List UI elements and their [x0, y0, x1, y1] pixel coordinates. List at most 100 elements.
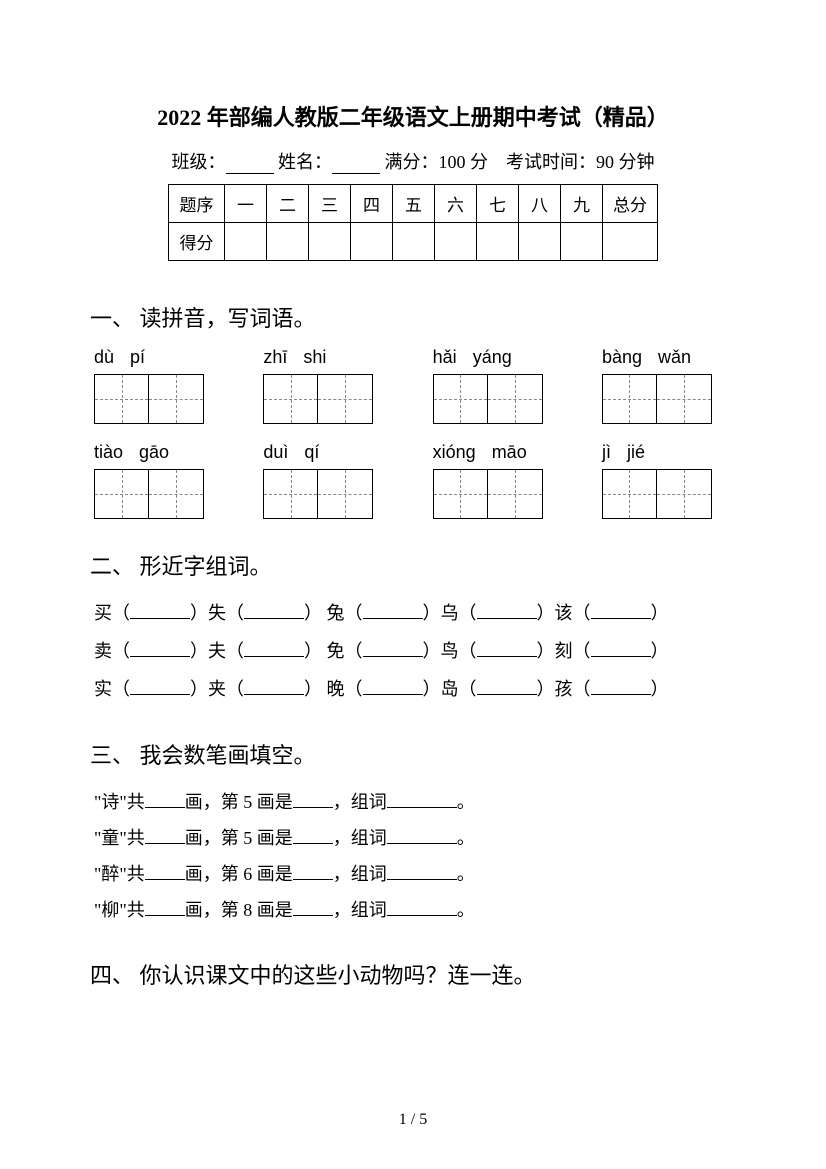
blank	[387, 792, 457, 808]
section-2-title: 二、 形近字组词。	[90, 549, 736, 581]
cell: 总分	[603, 185, 658, 223]
pinyin-group: zhīshi	[263, 347, 393, 368]
blank	[477, 603, 537, 619]
char-box	[433, 469, 488, 519]
char-box	[94, 469, 149, 519]
char: 孩	[555, 679, 573, 699]
table-row: 题序 一 二 三 四 五 六 七 八 九 总分	[169, 185, 658, 223]
cell	[477, 223, 519, 261]
section-3-title: 三、 我会数笔画填空。	[90, 738, 736, 770]
cell: 六	[435, 185, 477, 223]
cell	[393, 223, 435, 261]
pinyin-syl: xióng	[433, 442, 476, 463]
char: 夫	[208, 641, 226, 661]
word-line-3: 实（）夹（） 晚（）岛（）孩（）	[94, 671, 736, 709]
blank	[244, 603, 304, 619]
word-line-2: 卖（）夫（） 免（）鸟（）刻（）	[94, 633, 736, 671]
cell: 二	[267, 185, 309, 223]
blank	[363, 603, 423, 619]
pinyin-row-1: dùpí zhīshi hǎiyáng bàngwǎn	[90, 347, 736, 368]
pinyin-group: dùpí	[94, 347, 224, 368]
txt: ，组词	[333, 900, 387, 920]
pinyin-syl: jì	[602, 442, 611, 463]
cell	[309, 223, 351, 261]
score-label: 满分：	[385, 152, 439, 172]
cell: 四	[351, 185, 393, 223]
char-box	[318, 374, 373, 424]
pinyin-group: bàngwǎn	[602, 347, 732, 368]
stroke-line-2: "童"共画，第 5 画是，组词。	[94, 820, 736, 856]
blank	[145, 828, 185, 844]
txt: 画，第	[185, 828, 244, 848]
blank	[244, 641, 304, 657]
blank	[293, 900, 333, 916]
blank	[363, 641, 423, 657]
txt: 。	[457, 900, 475, 920]
time-label: 考试时间：	[506, 152, 596, 172]
pinyin-syl: jié	[627, 442, 645, 463]
pinyin-syl: tiào	[94, 442, 123, 463]
cell	[225, 223, 267, 261]
char: 醉	[101, 864, 119, 884]
cell: 五	[393, 185, 435, 223]
pinyin-syl: qí	[304, 442, 319, 463]
stroke-num: 5	[243, 828, 252, 848]
char: 岛	[441, 679, 459, 699]
char-box-pair	[94, 374, 224, 424]
blank	[387, 864, 457, 880]
char: 该	[555, 603, 573, 623]
pinyin-row-2: tiàogāo duìqí xióngmāo jìjié	[90, 442, 736, 463]
pinyin-group: xióng māo	[433, 442, 563, 463]
char-box-pair	[263, 374, 393, 424]
txt: ，组词	[333, 864, 387, 884]
char: 晚	[327, 679, 345, 699]
word-line-1: 买（）失（） 兔（）乌（）该（）	[94, 595, 736, 633]
cell	[603, 223, 658, 261]
char-box	[149, 374, 204, 424]
char-box	[602, 374, 657, 424]
cell	[561, 223, 603, 261]
txt: 画是	[252, 864, 293, 884]
char-box	[488, 374, 543, 424]
char-box	[433, 374, 488, 424]
pinyin-syl: gāo	[139, 442, 169, 463]
cell: 一	[225, 185, 267, 223]
blank	[387, 900, 457, 916]
pinyin-syl: zhī	[263, 347, 287, 368]
pinyin-group: hǎiyáng	[433, 347, 563, 368]
name-label: 姓名：	[278, 152, 332, 172]
cell-label: 得分	[169, 223, 225, 261]
exam-title: 2022 年部编人教版二年级语文上册期中考试（精品）	[90, 100, 736, 132]
char-box-pair	[263, 469, 393, 519]
char: 买	[94, 603, 112, 623]
txt: 画是	[252, 792, 293, 812]
char-box-pair	[602, 374, 732, 424]
page-footer: 1 / 5	[0, 1111, 826, 1129]
txt: 画是	[252, 900, 293, 920]
txt: 画，第	[185, 864, 244, 884]
txt: 共	[127, 900, 145, 920]
cell	[519, 223, 561, 261]
score-table: 题序 一 二 三 四 五 六 七 八 九 总分 得分	[168, 184, 658, 261]
cell-label: 题序	[169, 185, 225, 223]
blank	[130, 679, 190, 695]
pinyin-syl: bàng	[602, 347, 642, 368]
txt: 。	[457, 864, 475, 884]
char-box	[657, 374, 712, 424]
char-box	[263, 469, 318, 519]
stroke-line-1: "诗"共画，第 5 画是，组词。	[94, 784, 736, 820]
pinyin-group: tiàogāo	[94, 442, 224, 463]
section-4-title: 四、 你认识课文中的这些小动物吗？连一连。	[90, 958, 736, 990]
blank	[477, 679, 537, 695]
blank	[145, 792, 185, 808]
boxes-row-1	[90, 374, 736, 424]
char: 夹	[208, 679, 226, 699]
cell	[435, 223, 477, 261]
char: 诗	[101, 792, 119, 812]
pinyin-syl: māo	[492, 442, 527, 463]
blank	[244, 679, 304, 695]
char-box	[94, 374, 149, 424]
txt: 共	[127, 792, 145, 812]
pinyin-group: jìjié	[602, 442, 732, 463]
cell: 七	[477, 185, 519, 223]
